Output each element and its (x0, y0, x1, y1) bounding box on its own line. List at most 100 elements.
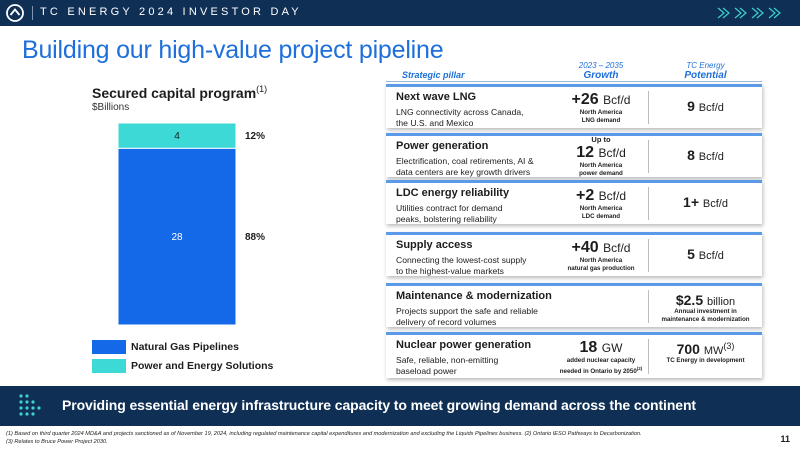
potential-value-line: 8 Bcf/d (649, 147, 762, 163)
potential-cell: 8 Bcf/d (649, 147, 762, 163)
growth-cell: 18 GW added nuclear capacity needed in Ont… (554, 339, 648, 375)
growth-value-line: 18 GW (554, 339, 648, 357)
pillar-description-line-1: Projects support the safe and reliable (396, 306, 538, 316)
bar-share-label: 12% (245, 131, 265, 142)
growth-note-line-2: natural gas production (554, 265, 648, 273)
potential-note-line-1: TC Energy in development (666, 357, 745, 364)
footnotes: (1) Based on third quarter 2024 MD&A and… (6, 431, 642, 446)
growth-note-line-1: North America (579, 257, 623, 264)
growth-note-line-1: North America (579, 162, 623, 169)
potential-unit: Bcf/d (702, 198, 728, 210)
potential-value: 700 (676, 341, 700, 357)
potential-unit: MW (703, 345, 724, 357)
growth-unit: Bcf/d (598, 146, 626, 160)
tc-energy-logo-icon (6, 4, 24, 22)
pillar-description: Safe, reliable, non-emitting baseload pow… (396, 355, 498, 376)
potential-value: 8 (687, 147, 695, 163)
pillar-name: LDC energy reliability (396, 187, 510, 199)
pillar-description-line-1: Utilities contract for demand (396, 203, 503, 213)
bar-share-label: 88% (245, 232, 265, 243)
chart-unit: $Billions (92, 102, 130, 113)
legend-item: Power and Energy Solutions (92, 357, 273, 375)
top-bar: TC ENERGY 2024 INVESTOR DAY (0, 0, 800, 26)
page-title: Building our high-value project pipeline (22, 36, 444, 64)
pillar-description-line-1: Electrification, coal retirements, AI & (396, 156, 534, 166)
potential-value-line: 700 MW(3) (649, 341, 762, 357)
pillar-row: Nuclear power generation Safe, reliable, … (386, 332, 762, 378)
potential-value-line: $2.5 billion (649, 292, 762, 308)
bar-value-label: 4 (174, 131, 180, 142)
potential-unit: Bcf/d (698, 151, 724, 163)
potential-cell: $2.5 billion Annual investment in maintena… (649, 292, 762, 323)
pillar-description-line-2: peaks, bolstering reliability (396, 213, 497, 224)
pillar-row: Next wave LNG LNG connectivity across Can… (386, 84, 762, 128)
growth-note-text: LDC demand (581, 212, 621, 220)
growth-value: +40 (571, 239, 599, 256)
potential-value-line: 5 Bcf/d (649, 246, 762, 262)
growth-value: +2 (575, 187, 595, 204)
chart-legend: Natural Gas Pipelines Power and Energy So… (92, 338, 273, 376)
growth-note-text: needed in Ontario by 2050 (559, 367, 637, 375)
chart-title-footnote: (1) (256, 84, 268, 94)
growth-period: 2023 – 2035 (578, 61, 624, 70)
chevron-arrows-icon (717, 7, 781, 19)
potential-value: 5 (687, 246, 695, 262)
potential-value-line: 1+ Bcf/d (649, 194, 762, 210)
growth-cell: +40 Bcf/d North America natural gas produc… (554, 239, 648, 272)
growth-value: +26 (571, 91, 599, 108)
footnote-line-2: (3) Relates to Bruce Power Project 2030. (6, 438, 108, 445)
strategic-pillar-header: Strategic pillar (402, 70, 465, 80)
potential-cell: 1+ Bcf/d (649, 194, 762, 210)
pillar-description-line-2: delivery of record volumes (396, 316, 497, 327)
dot-grid-icon (19, 394, 41, 416)
potential-value: $2.5 (675, 292, 704, 308)
pillar-description-line-2: data centers are key growth drivers (396, 166, 531, 177)
legend-swatch (92, 359, 126, 373)
growth-note-text: natural gas production (567, 264, 635, 272)
bar-segment (117, 122, 237, 149)
growth-cell: +26 Bcf/d North America LNG demand (554, 91, 648, 124)
pillar-description-line-2: the U.S. and Mexico (396, 117, 474, 128)
pillar-description: LNG connectivity across Canada, the U.S. … (396, 107, 524, 128)
secured-capital-chart: 28 88% 4 12% (117, 122, 265, 326)
row-divider (648, 290, 649, 323)
growth-prefix: Up to (591, 135, 611, 144)
row-divider (648, 91, 649, 124)
growth-note-line-1: added nuclear capacity (566, 357, 636, 364)
growth-note-footnote: (2) (636, 365, 643, 371)
potential-top: TC Energy (686, 61, 725, 70)
legend-label: Natural Gas Pipelines (131, 341, 239, 353)
bar-value-label: 28 (171, 232, 183, 243)
potential-value: 9 (687, 98, 695, 114)
growth-value-line: 12 Bcf/d (554, 144, 648, 162)
growth-note-line-2: LNG demand (554, 117, 648, 125)
legend-label: Power and Energy Solutions (131, 360, 274, 372)
footnote-line-1: (1) Based on third quarter 2024 MD&A and… (6, 431, 642, 437)
pillar-row: Maintenance & modernization Projects supp… (386, 283, 762, 327)
page-number: 11 (780, 434, 790, 444)
header-separator (32, 6, 33, 20)
pillar-row: LDC energy reliability Utilities contract… (386, 180, 762, 224)
potential-unit: Bcf/d (698, 250, 724, 262)
growth-unit: Bcf/d (603, 241, 631, 255)
growth-unit: Bcf/d (603, 93, 631, 107)
growth-note-text: LNG demand (581, 116, 621, 124)
growth-header: 2023 – 2035 Growth (554, 61, 648, 81)
row-divider (648, 140, 649, 173)
potential-value-line: 9 Bcf/d (649, 98, 762, 114)
chart-title: Secured capital program(1) (92, 84, 267, 101)
pillar-name: Nuclear power generation (396, 339, 532, 351)
potential-cell: 700 MW(3) TC Energy in development (649, 341, 762, 365)
potential-value: 1+ (683, 194, 699, 210)
pillar-description: Connecting the lowest-cost supply to the … (396, 255, 526, 276)
growth-value: 12 (576, 144, 594, 161)
growth-note-line-2: LDC demand (554, 213, 648, 221)
pillar-row: Supply access Connecting the lowest-cost … (386, 232, 762, 276)
growth-note-line-1: North America (579, 205, 623, 212)
event-title: TC ENERGY 2024 INVESTOR DAY (40, 6, 302, 18)
growth-value: 18 (579, 339, 598, 356)
pillar-name: Supply access (396, 239, 473, 251)
growth-note-text: power demand (579, 169, 623, 177)
legend-item: Natural Gas Pipelines (92, 338, 273, 356)
potential-label: Potential (684, 70, 727, 81)
